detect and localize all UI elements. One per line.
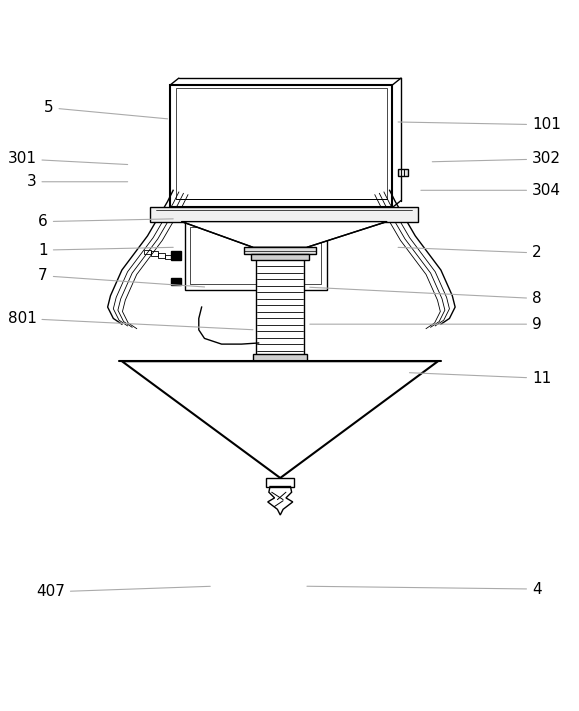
Bar xyxy=(251,254,309,260)
Polygon shape xyxy=(122,361,438,478)
Bar xyxy=(157,253,164,257)
Text: 5: 5 xyxy=(44,100,167,119)
Text: 304: 304 xyxy=(421,183,561,198)
Text: 8: 8 xyxy=(310,287,542,306)
Bar xyxy=(164,255,171,260)
Text: 1: 1 xyxy=(38,242,173,257)
Text: 301: 301 xyxy=(8,151,127,166)
Bar xyxy=(244,247,316,254)
Bar xyxy=(253,354,307,361)
Text: 2: 2 xyxy=(398,245,542,260)
Bar xyxy=(176,87,387,199)
Bar xyxy=(256,257,304,357)
Text: 4: 4 xyxy=(307,582,542,597)
Text: 7: 7 xyxy=(38,268,204,287)
Bar xyxy=(171,251,181,260)
Bar xyxy=(144,250,151,254)
Text: 407: 407 xyxy=(36,584,210,599)
Bar xyxy=(398,169,408,176)
Text: 101: 101 xyxy=(398,117,561,132)
Bar xyxy=(185,222,327,290)
Bar xyxy=(151,251,157,256)
Bar xyxy=(151,208,418,222)
Text: 11: 11 xyxy=(409,370,551,386)
Polygon shape xyxy=(182,222,387,247)
Text: 801: 801 xyxy=(8,311,253,330)
Bar xyxy=(266,478,295,486)
Text: 3: 3 xyxy=(27,174,127,189)
Text: 6: 6 xyxy=(38,214,173,229)
Bar xyxy=(171,278,181,285)
Bar xyxy=(170,85,393,208)
Text: 302: 302 xyxy=(433,151,561,166)
Bar xyxy=(190,228,321,284)
Text: 9: 9 xyxy=(310,316,542,331)
